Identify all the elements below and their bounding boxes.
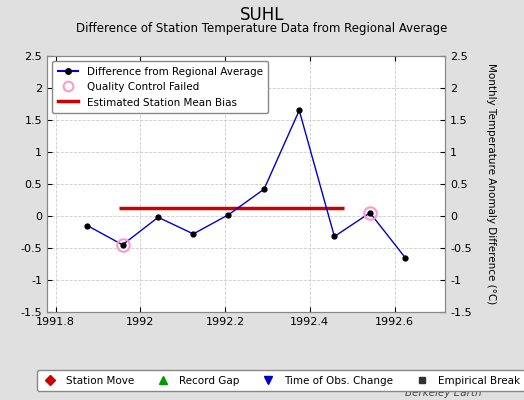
Text: Berkeley Earth: Berkeley Earth [406,388,482,398]
Legend: Station Move, Record Gap, Time of Obs. Change, Empirical Break: Station Move, Record Gap, Time of Obs. C… [37,370,524,391]
Text: Difference of Station Temperature Data from Regional Average: Difference of Station Temperature Data f… [77,22,447,35]
Legend: Difference from Regional Average, Quality Control Failed, Estimated Station Mean: Difference from Regional Average, Qualit… [52,61,268,113]
Y-axis label: Monthly Temperature Anomaly Difference (°C): Monthly Temperature Anomaly Difference (… [486,63,496,305]
Text: SUHL: SUHL [240,6,284,24]
